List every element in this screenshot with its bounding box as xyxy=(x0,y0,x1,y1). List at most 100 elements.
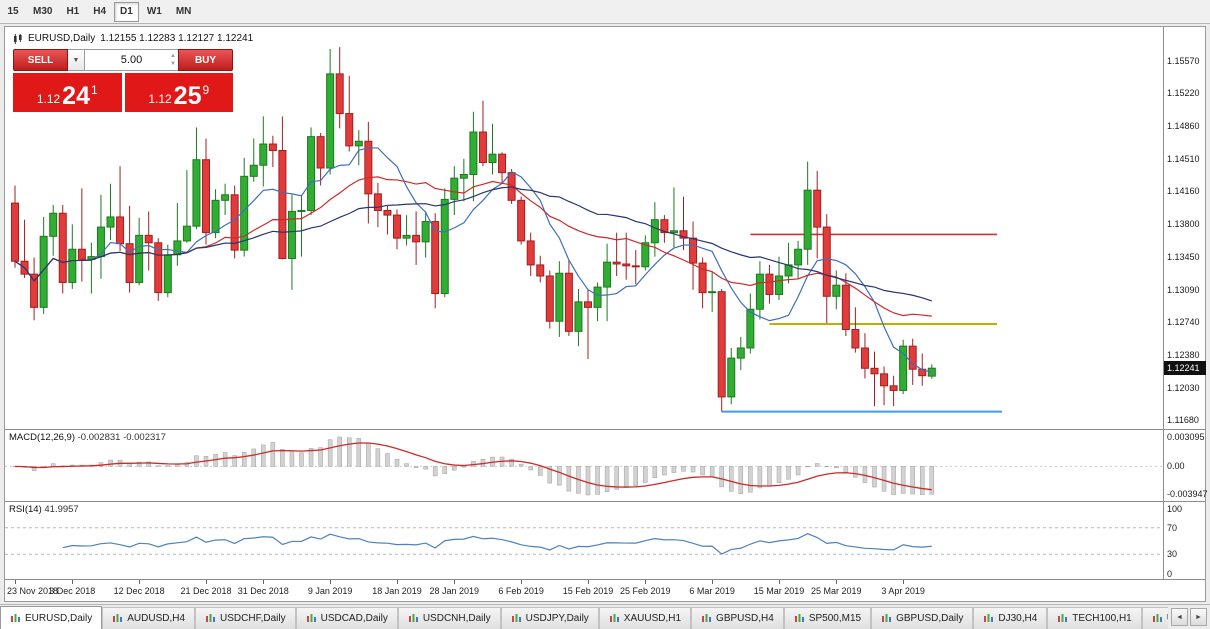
volume-input[interactable] xyxy=(85,50,178,70)
buy-price-big: 25 xyxy=(173,82,202,110)
time-tick xyxy=(206,580,207,584)
chart-tab-gbpusd-h4[interactable]: GBPUSD,H4 xyxy=(691,607,784,629)
macd-canvas[interactable]: MACD(12,26,9) -0.002831 -0.002317 xyxy=(5,430,1163,501)
chart-ohlc: 1.12155 1.12283 1.12127 1.12241 xyxy=(100,33,254,44)
time-axis-label: 23 Nov 2018 xyxy=(7,586,59,596)
chart-icon xyxy=(206,614,216,622)
time-axis-label: 6 Mar 2019 xyxy=(689,586,735,596)
chart-icon xyxy=(794,614,804,622)
chart-tab-usdchf-daily[interactable]: USDCHF,Daily xyxy=(195,607,296,629)
macd-axis-label: 0.003095 xyxy=(1167,432,1205,442)
timeframe-button-m30[interactable]: M30 xyxy=(33,6,53,17)
macd-pane: MACD(12,26,9) -0.002831 -0.002317 0.0030… xyxy=(5,430,1208,502)
time-tick xyxy=(454,580,456,584)
price-scale[interactable]: 1.12241 1.15570 1.15220 1.14860 1.14510 1.14… xyxy=(1163,27,1206,429)
chart-tabs: EURUSD,Daily AUDUSD,H4 USDCHF,Daily USDCAD,… xyxy=(0,604,1168,629)
timeframe-button-h4[interactable]: H4 xyxy=(93,6,107,17)
sell-button[interactable]: SELL xyxy=(13,49,68,71)
chart-tab-dj30-h4[interactable]: DJ30,H4 xyxy=(973,607,1048,629)
rsi-axis-label: 30 xyxy=(1167,549,1178,560)
chart-tab-label: EURUSD,Daily xyxy=(25,612,93,624)
buy-price-prefix: 1.12 xyxy=(148,92,172,106)
chart-icon xyxy=(306,614,316,622)
time-axis-label: 18 Jan 2019 xyxy=(372,586,422,596)
chart-tab-usdcnh-daily[interactable]: USDCNH,Daily xyxy=(397,607,501,629)
sell-price-big: 24 xyxy=(62,82,90,110)
chart-icon xyxy=(113,614,123,622)
macd-scale[interactable]: 0.003095 0.00 -0.003947 xyxy=(1163,430,1208,501)
sell-price-pip: 1 xyxy=(90,83,98,97)
chart-tab-label: GBPUSD,Daily xyxy=(896,613,964,624)
chart-tab-label: UKC xyxy=(1167,613,1168,624)
price-pane: EURUSD,Daily 1.12155 1.12283 1.12127 1.1… xyxy=(5,27,1206,430)
price-chart-canvas[interactable]: EURUSD,Daily 1.12155 1.12283 1.12127 1.1… xyxy=(5,27,1163,429)
macd-plot xyxy=(5,436,1163,496)
chart-tab-label: TECH100,H1 xyxy=(1072,613,1132,624)
volume-up-icon[interactable]: ▲ xyxy=(170,53,176,59)
current-price-badge: 1.12241 xyxy=(1164,361,1206,376)
candles-plot xyxy=(11,47,1002,413)
chart-tab-usdcad-daily[interactable]: USDCAD,Daily xyxy=(295,607,398,629)
macd-axis-label: -0.003947 xyxy=(1167,489,1208,499)
candlestick-icon xyxy=(14,33,22,44)
timeframe-button-15[interactable]: 15 xyxy=(7,6,19,17)
time-axis-label: 3 Dec 2018 xyxy=(49,586,96,596)
price-axis-label: 1.14510 xyxy=(1167,153,1200,164)
chart-tab-label: SP500,M15 xyxy=(808,613,862,624)
price-axis-label: 1.13090 xyxy=(1167,284,1200,295)
chart-icon xyxy=(408,614,418,622)
time-tick xyxy=(15,580,16,584)
rsi-canvas[interactable]: RSI(14) 41.9957 xyxy=(5,502,1163,579)
chart-icon xyxy=(511,614,521,622)
time-tick xyxy=(903,580,905,584)
sell-price-button[interactable]: 1.12 24 1 xyxy=(13,73,122,112)
timeframe-button-d1[interactable]: D1 xyxy=(114,1,139,22)
price-axis-label: 1.15570 xyxy=(1167,55,1200,66)
time-axis-label: 3 Apr 2019 xyxy=(881,586,925,596)
time-tick xyxy=(72,580,74,584)
chart-tab-sp500-m15[interactable]: SP500,M15 xyxy=(783,607,872,629)
chart-tab-label: XAUUSD,H1 xyxy=(623,613,682,624)
chart-icon xyxy=(11,613,20,622)
timeframe-button-mn[interactable]: MN xyxy=(175,6,192,17)
rsi-scale[interactable]: 100 70 30 0 xyxy=(1163,502,1205,579)
timeframe-button-w1[interactable]: W1 xyxy=(146,6,162,17)
chart-tab-label: USDCNH,Daily xyxy=(422,613,491,624)
chart-tab-tech100-h1[interactable]: TECH100,H1 xyxy=(1047,607,1142,629)
rsi-plot xyxy=(5,527,1163,555)
chart-tab-label: GBPUSD,H4 xyxy=(716,613,774,624)
timeframe-button-h1[interactable]: H1 xyxy=(66,6,80,17)
time-axis[interactable]: 23 Nov 2018 3 Dec 2018 12 Dec 2018 21 Dec 2… xyxy=(5,580,1205,601)
chart-tab-label: USDCAD,Daily xyxy=(320,613,388,624)
price-axis-label: 1.15220 xyxy=(1167,88,1200,99)
time-axis-label: 15 Feb 2019 xyxy=(562,586,614,596)
chart-tab-xauusd-h1[interactable]: XAUUSD,H1 xyxy=(598,607,692,629)
rsi-axis-label: 100 xyxy=(1167,504,1183,514)
tabbar-scroll-right-icon[interactable]: ► xyxy=(1190,608,1207,626)
time-tick xyxy=(330,580,332,584)
time-axis-label: 21 Dec 2018 xyxy=(180,586,232,596)
chart-tab-usdjpy-daily[interactable]: USDJPY,Daily xyxy=(500,607,599,629)
buy-price-button[interactable]: 1.12 25 9 xyxy=(124,73,233,112)
chart-tab-label: USDJPY,Daily xyxy=(525,613,589,624)
tabbar-scroll-left-icon[interactable]: ◄ xyxy=(1171,608,1188,626)
one-click-trading-widget: SELL ▼ ▲ ▼ BUY 1.12 24 1 xyxy=(13,49,233,112)
time-axis-label: 31 Dec 2018 xyxy=(237,586,289,596)
chart-tab-ukc[interactable]: UKC xyxy=(1141,607,1168,629)
chart-tab-label: USDCHF,Daily xyxy=(220,613,286,624)
rsi-axis-label: 0 xyxy=(1167,569,1173,579)
time-axis-label: 25 Feb 2019 xyxy=(620,586,671,596)
volume-dropdown-button[interactable]: ▼ xyxy=(68,49,85,71)
chart-icon xyxy=(702,614,712,622)
macd-label: MACD(12,26,9) -0.002831 -0.002317 xyxy=(9,432,166,443)
volume-down-icon[interactable]: ▼ xyxy=(170,61,176,67)
chart-tab-gbpusd-daily[interactable]: GBPUSD,Daily xyxy=(871,607,974,629)
time-tick xyxy=(521,580,523,584)
chart-tab-eurusd-daily[interactable]: EURUSD,Daily xyxy=(0,606,103,629)
chart-tab-audusd-h4[interactable]: AUDUSD,H4 xyxy=(102,607,196,629)
chart-icon xyxy=(609,614,619,622)
time-axis-label: 12 Dec 2018 xyxy=(113,586,165,596)
buy-button[interactable]: BUY xyxy=(178,49,233,71)
chevron-down-icon: ▼ xyxy=(72,56,80,64)
